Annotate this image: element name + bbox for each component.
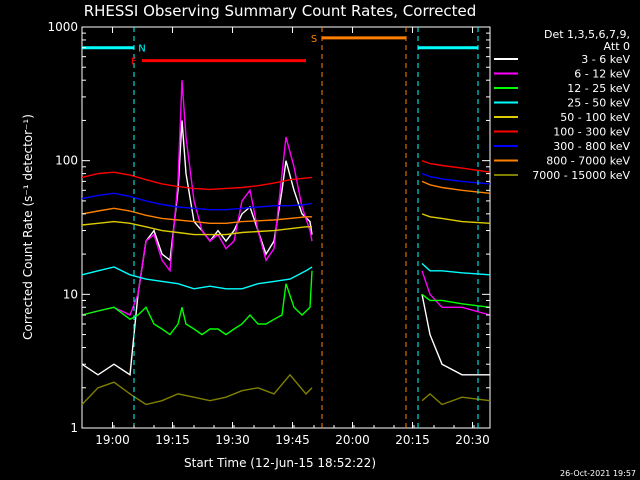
- series-line-800-7000-kev-seg2: [421, 180, 491, 194]
- series-line-12-25-kev-seg2: [421, 293, 491, 308]
- marker-n-label: N: [138, 44, 145, 55]
- y-tick-label: 100: [55, 154, 78, 168]
- legend-label-12-25-kev: 12 - 25 keV: [567, 82, 630, 95]
- series-layer: [81, 80, 491, 406]
- x-tick-label: 20:00: [335, 433, 370, 447]
- legend-label-800-7000-kev: 800 - 7000 keV: [546, 155, 630, 168]
- chart-title: RHESSI Observing Summary Count Rates, Co…: [84, 2, 477, 20]
- legend-label-3-6-kev: 3 - 6 keV: [581, 53, 630, 66]
- legend-label-50-100-kev: 50 - 100 keV: [560, 111, 630, 124]
- marker-layer: NF S: [82, 27, 479, 428]
- legend-label-300-800-kev: 300 - 800 keV: [553, 140, 630, 153]
- series-line-300-800-kev-seg1: [81, 192, 313, 211]
- date-stamp: 26-Oct-2021 19:57: [560, 469, 636, 478]
- series-line-7000-15000-kev-seg1: [81, 373, 313, 406]
- legend: Det 1,3,5,6,7,9, Att 0 3 - 6 keV 6 - 12 k…: [494, 28, 630, 182]
- series-line-6-12-kev-seg1: [81, 80, 313, 316]
- series-line-3-6-kev-seg2: [421, 294, 490, 376]
- series-line-100-300-kev-seg2: [421, 160, 491, 173]
- series-line-100-300-kev-seg1: [81, 171, 313, 191]
- series-line-12-25-kev-seg1: [81, 270, 313, 336]
- series-line-50-100-kev-seg2: [421, 213, 491, 224]
- series-line-25-50-kev-seg2: [421, 262, 491, 276]
- plot-frame: [81, 26, 491, 429]
- marker-s-label: S: [311, 34, 317, 45]
- marker-f-label: F: [131, 57, 137, 68]
- series-line-300-800-kev-seg2: [421, 172, 491, 185]
- y-tick-label: 10: [63, 287, 78, 301]
- x-tick-label: 19:45: [275, 433, 310, 447]
- x-tick-label: 20:30: [455, 433, 490, 447]
- y-axis-label: Corrected Count Rate (s⁻¹ detector⁻¹): [21, 114, 35, 340]
- x-tick-label: 20:15: [395, 433, 430, 447]
- legend-label-100-300-kev: 100 - 300 keV: [553, 126, 630, 139]
- legend-label-25-50-kev: 25 - 50 keV: [567, 97, 630, 110]
- y-tick-label: 1: [70, 421, 78, 435]
- series-line-6-12-kev-seg2: [421, 270, 491, 316]
- series-line-800-7000-kev-seg1: [81, 207, 312, 224]
- legend-label-6-12-kev: 6 - 12 keV: [574, 68, 630, 81]
- legend-attenuator: Att 0: [604, 40, 630, 53]
- series-line-7000-15000-kev-seg2: [421, 392, 491, 406]
- plot-area: NFS 19:00 19:15 19:30 19:45 20:00 20:15 20:30 …: [47, 20, 491, 447]
- y-tick-label: 1000: [47, 20, 78, 34]
- x-axis-label: Start Time (12-Jun-15 18:52:22): [184, 456, 376, 470]
- legend-detectors: Det 1,3,5,6,7,9,: [544, 28, 630, 41]
- y-axis-ticks: 1 10 100 1000: [47, 20, 490, 435]
- x-axis-ticks: 19:00 19:15 19:30 19:45 20:00 20:15 20:30: [95, 27, 490, 447]
- x-tick-label: 19:15: [155, 433, 190, 447]
- series-line-25-50-kev-seg1: [81, 266, 313, 290]
- legend-label-7000-15000-kev: 7000 - 15000 keV: [532, 169, 630, 182]
- x-tick-label: 19:30: [215, 433, 250, 447]
- x-tick-label: 19:00: [95, 433, 130, 447]
- series-line-50-100-kev-seg1: [81, 220, 312, 236]
